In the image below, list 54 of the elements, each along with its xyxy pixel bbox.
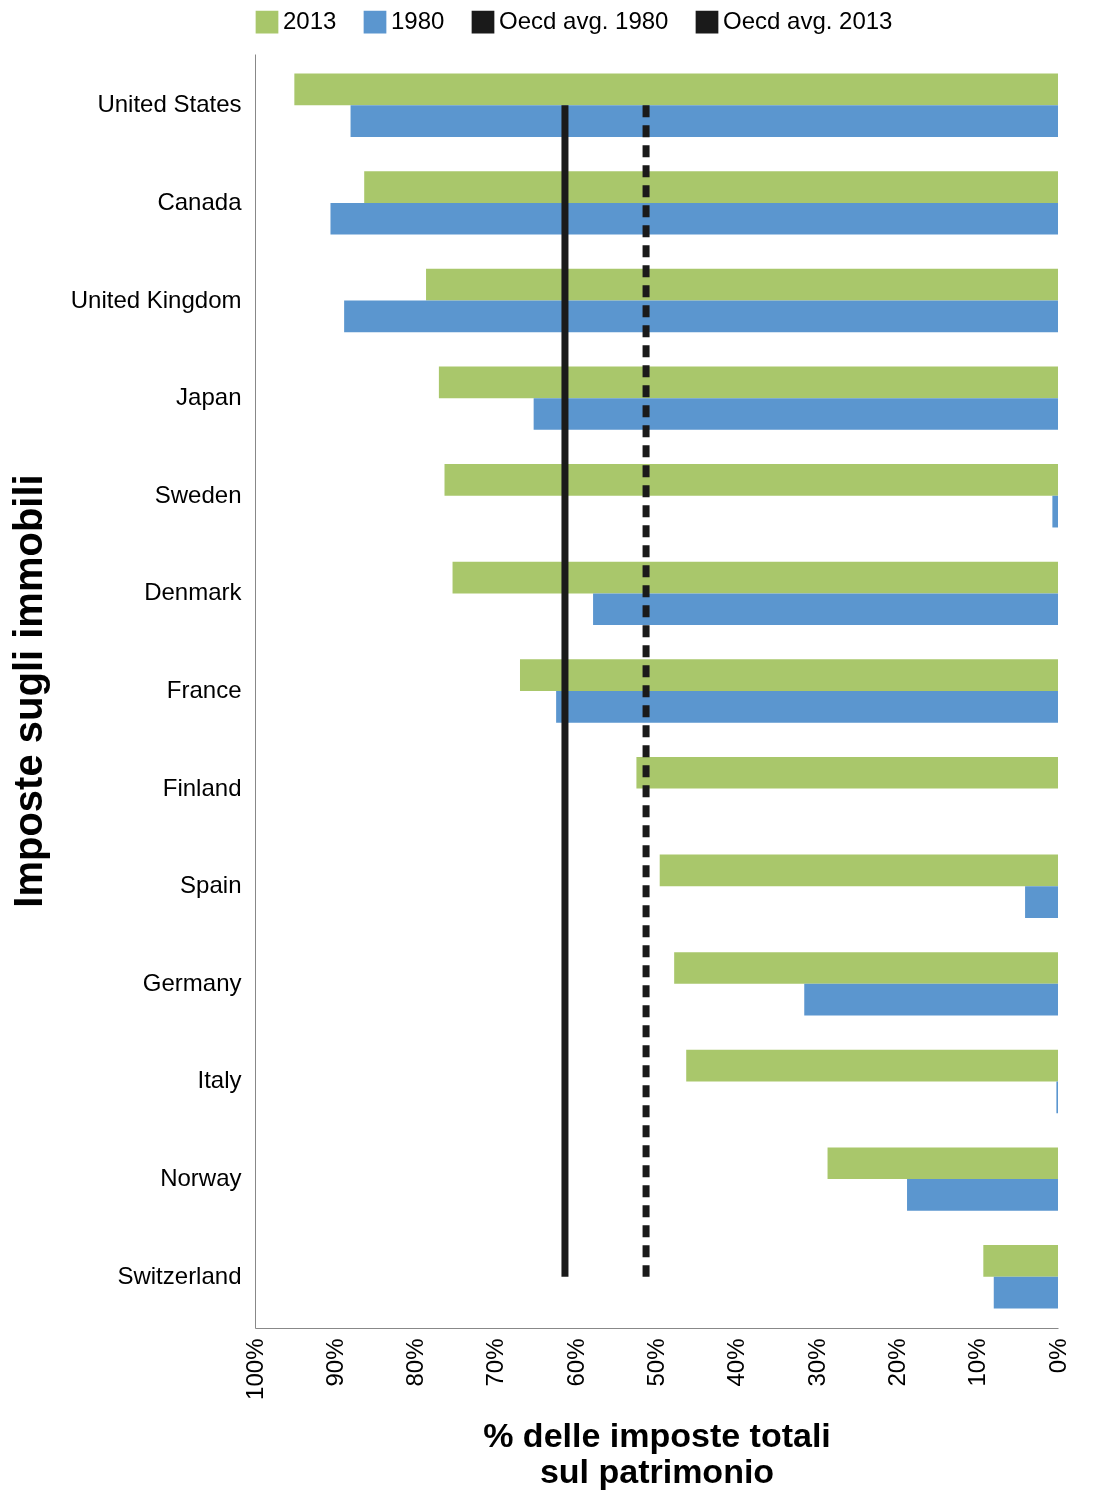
bar <box>426 268 1058 301</box>
bar <box>659 854 1058 887</box>
y-tick-label: Spain <box>180 871 242 899</box>
bar <box>294 73 1058 106</box>
x-tick-label: 30% <box>802 1338 830 1387</box>
bar <box>804 983 1058 1016</box>
y-tick-label: Switzerland <box>117 1261 242 1289</box>
y-tick-label: United Kingdom <box>70 285 242 313</box>
x-tick-label: 50% <box>642 1338 669 1387</box>
bar <box>350 105 1058 137</box>
bar <box>593 593 1058 626</box>
x-tick-label: 0% <box>1043 1338 1071 1374</box>
y-tick-label: Sweden <box>154 480 242 508</box>
y-tick-label: Denmark <box>144 578 243 606</box>
y-tick-label: Canada <box>157 187 243 215</box>
x-tick-label: 60% <box>561 1338 589 1387</box>
legend-label: Oecd avg. 2013 <box>723 7 893 35</box>
y-tick-label: France <box>166 676 242 703</box>
bar <box>364 171 1058 203</box>
bar <box>827 1147 1058 1180</box>
x-axis-title: % delle imposte totali sul patrimonio <box>483 1415 831 1490</box>
y-tick-label: Norway <box>160 1164 242 1192</box>
bar <box>330 202 1058 235</box>
legend-label: Oecd avg. 1980 <box>499 7 669 35</box>
y-tick-label: Germany <box>142 968 242 996</box>
bar <box>533 398 1058 430</box>
x-tick-label: 20% <box>882 1338 910 1387</box>
bar <box>556 691 1058 723</box>
y-tick-label: United States <box>97 90 242 118</box>
bar <box>636 756 1058 789</box>
bar <box>686 1049 1058 1082</box>
bar <box>519 659 1058 691</box>
text: Imposte sugli immobili <box>6 474 51 908</box>
y-tick-label: Japan <box>176 383 242 411</box>
bar <box>438 366 1058 399</box>
x-tick-label: 90% <box>320 1338 348 1387</box>
bar <box>993 1276 1058 1309</box>
bar <box>907 1179 1058 1211</box>
x-tick-label: 10% <box>963 1338 991 1387</box>
legend-label: 2013 <box>283 7 337 35</box>
bar <box>452 561 1058 594</box>
bar <box>444 464 1058 496</box>
legend-label: 1980 <box>391 7 445 35</box>
bar <box>983 1245 1058 1277</box>
bar <box>674 952 1058 984</box>
bar <box>1025 886 1058 918</box>
bar <box>1052 495 1058 528</box>
x-tick-label: 100% <box>240 1338 268 1400</box>
x-tick-label: 70% <box>481 1338 509 1387</box>
bar <box>344 300 1058 333</box>
x-tick-label: 80% <box>401 1338 429 1387</box>
y-tick-label: Finland <box>162 773 242 801</box>
y-tick-label: Italy <box>197 1066 242 1094</box>
x-tick-label: 40% <box>722 1338 750 1387</box>
